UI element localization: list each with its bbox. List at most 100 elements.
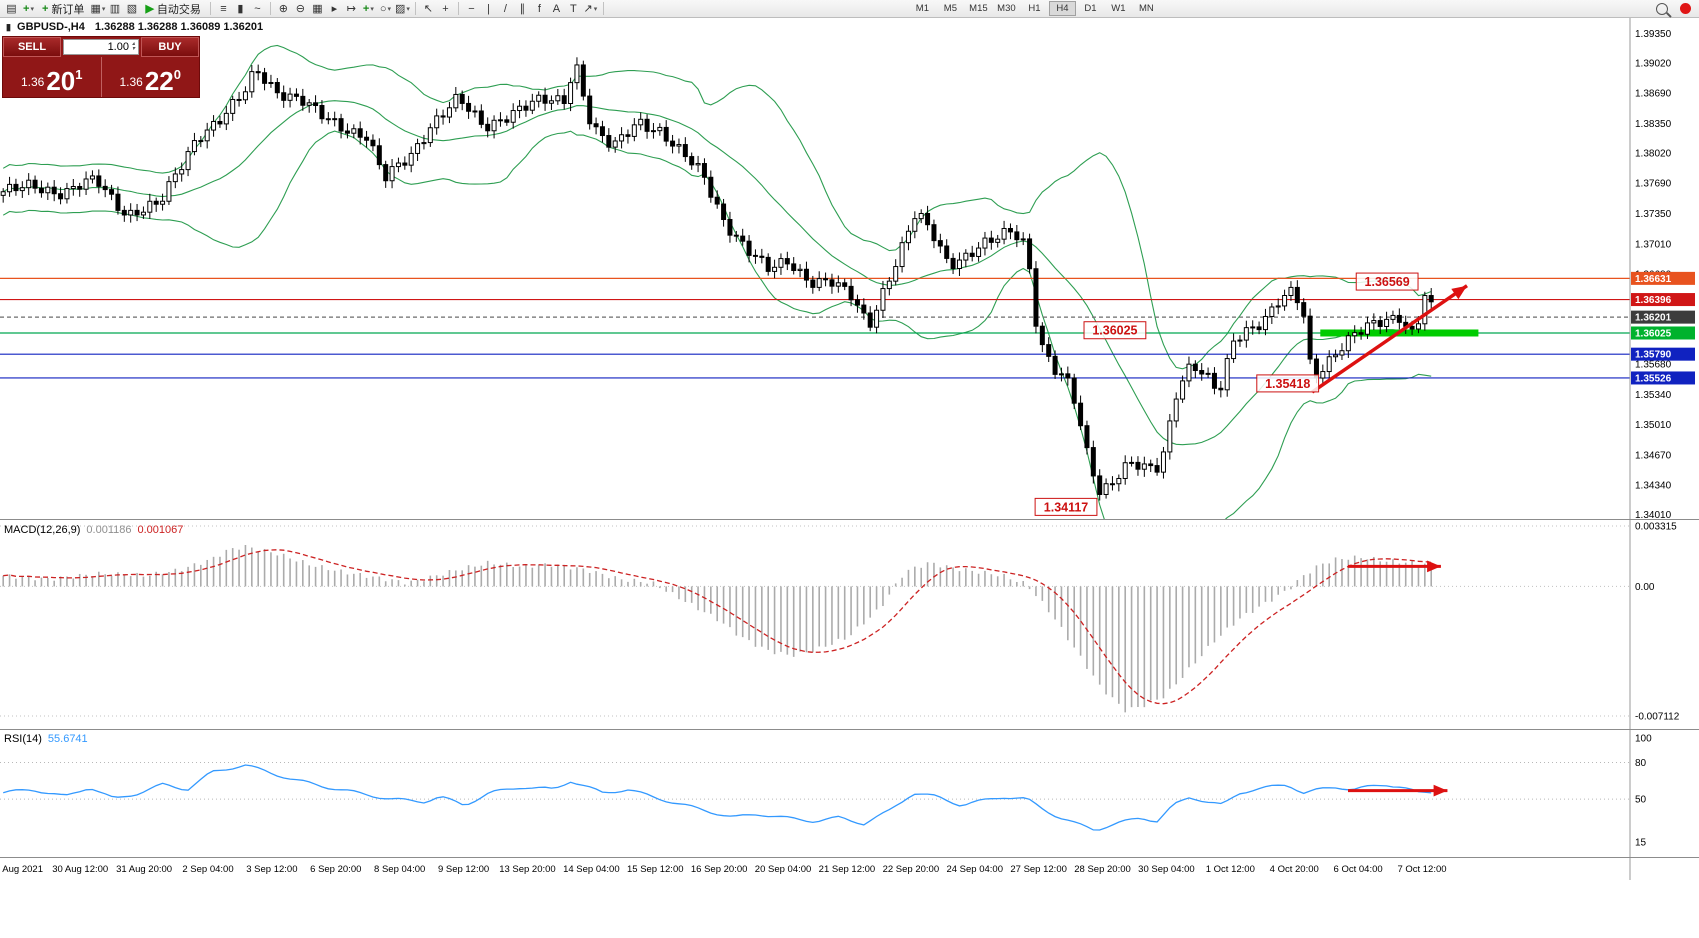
svg-text:4 Oct 20:00: 4 Oct 20:00 xyxy=(1270,864,1319,875)
new-order-button[interactable]: + 新订单 xyxy=(38,1,88,16)
price-annotations[interactable]: 1.36569 1.36025 1.35418 1.34117 xyxy=(1034,272,1419,516)
svg-text:31 Aug 20:00: 31 Aug 20:00 xyxy=(116,864,172,875)
zoom-in-icon[interactable]: ⊕ xyxy=(276,1,291,16)
svg-text:1 Oct 12:00: 1 Oct 12:00 xyxy=(1206,864,1255,875)
label-icon[interactable]: T xyxy=(566,1,581,16)
periods-icon[interactable]: ○ ▾ xyxy=(378,1,393,16)
profiles-icon[interactable]: ▦ ▾ xyxy=(90,1,105,16)
buy-price-sup: 0 xyxy=(173,67,181,82)
candles[interactable] xyxy=(0,57,1434,501)
horizontal-line-icon-glyph: − xyxy=(468,2,475,15)
macd-panel-canvas[interactable]: 0.003315 0.00 -0.007112 xyxy=(0,520,1699,730)
horizontal-line-icon[interactable]: − xyxy=(464,1,479,16)
dropdown-caret-icon[interactable]: ▾ xyxy=(406,5,410,13)
lot-size-value: 1.00 xyxy=(107,41,129,53)
ohlc-values: 1.36288 1.36288 1.36089 1.36201 xyxy=(94,21,264,33)
svg-text:1.35418: 1.35418 xyxy=(1265,377,1310,391)
toolbar-separator xyxy=(414,2,416,15)
rsi-line xyxy=(3,764,1432,831)
timeframe-h1[interactable]: H1 xyxy=(1028,3,1041,14)
timeframe-mn[interactable]: MN xyxy=(1139,3,1154,14)
auto-trading-button[interactable]: ▶ 自动交易 xyxy=(141,1,204,16)
svg-text:-0.007112: -0.007112 xyxy=(1635,712,1680,723)
svg-text:24 Sep 04:00: 24 Sep 04:00 xyxy=(946,864,1003,875)
crosshair-icon-glyph: + xyxy=(442,2,449,15)
dropdown-caret-icon[interactable]: ▾ xyxy=(593,5,598,13)
svg-text:20 Sep 04:00: 20 Sep 04:00 xyxy=(755,864,812,875)
one-click-trading-panel: SELL 1.00 ▴ ▾ BUY 1.36 20 1 1.36 22 0 xyxy=(2,36,200,98)
sell-price-button[interactable]: 1.36 20 1 xyxy=(3,57,101,97)
rsi-panel-canvas[interactable]: 100 80 50 15 xyxy=(0,730,1699,858)
candlestick-chart-icon[interactable]: ▮ xyxy=(233,1,248,16)
spinner-up-icon[interactable]: ▴ xyxy=(131,41,135,47)
vertical-line-icon[interactable]: | xyxy=(481,1,496,16)
new-chart-icon[interactable]: + ▾ xyxy=(21,1,36,16)
time-axis[interactable]: 27 Aug 2021 30 Aug 12:00 31 Aug 20:00 2 Sep… xyxy=(0,858,1699,880)
spinner-down-icon[interactable]: ▾ xyxy=(131,46,135,52)
cursor-icon[interactable]: ↖ xyxy=(421,1,436,16)
timeframe-m1[interactable]: M1 xyxy=(915,3,929,14)
tile-windows-icon[interactable]: ▦ xyxy=(310,1,325,16)
lot-spinner[interactable]: ▴ ▾ xyxy=(131,41,135,52)
svg-text:15: 15 xyxy=(1635,838,1647,849)
macd-indicator-label: MACD(12,26,9) 0.001186 0.001067 xyxy=(4,524,183,536)
timeframe-d1[interactable]: D1 xyxy=(1084,3,1097,14)
svg-text:1.36569: 1.36569 xyxy=(1365,275,1410,289)
dropdown-caret-icon[interactable]: ▾ xyxy=(30,5,34,13)
timeframe-w1[interactable]: W1 xyxy=(1111,3,1126,14)
bar-chart-icon-glyph: ≡ xyxy=(220,2,227,15)
templates-icon[interactable]: ▨ ▾ xyxy=(395,1,410,16)
svg-text:30 Sep 04:00: 30 Sep 04:00 xyxy=(1138,864,1195,875)
macd-arrow[interactable] xyxy=(1348,560,1441,573)
crosshair-icon[interactable]: + xyxy=(438,1,453,16)
price-axis[interactable]: 1.39350 1.39020 1.38690 1.38350 1.38020 1.376… xyxy=(1629,18,1699,520)
arrows-icon[interactable]: ↗ ▾ xyxy=(583,1,598,16)
auto-trading-glyph: ▶ xyxy=(145,3,154,15)
line-chart-icon[interactable]: ~ xyxy=(250,1,265,16)
lot-size-field[interactable]: 1.00 ▴ ▾ xyxy=(63,39,139,55)
chart-window-icon[interactable]: ▤ xyxy=(4,1,19,16)
svg-text:21 Sep 12:00: 21 Sep 12:00 xyxy=(819,864,876,875)
sell-button[interactable]: SELL xyxy=(3,37,61,57)
dropdown-caret-icon[interactable]: ▾ xyxy=(370,5,374,13)
bar-chart-icon[interactable]: ≡ xyxy=(216,1,231,16)
svg-text:50: 50 xyxy=(1635,795,1647,806)
svg-text:1.38690: 1.38690 xyxy=(1635,88,1672,99)
market-watch-icon[interactable]: ▥ xyxy=(107,1,122,16)
trend-arrow[interactable] xyxy=(1311,284,1468,394)
timeframe-m30[interactable]: M30 xyxy=(997,3,1016,14)
timeframe-m15[interactable]: M15 xyxy=(969,3,988,14)
indicators-icon[interactable]: + ▾ xyxy=(361,1,376,16)
navigator-icon[interactable]: ▧ xyxy=(124,1,139,16)
fibonacci-icon[interactable]: f xyxy=(532,1,547,16)
channel-icon-glyph: ∥ xyxy=(519,3,526,15)
text-icon[interactable]: A xyxy=(549,1,564,16)
svg-text:27 Sep 12:00: 27 Sep 12:00 xyxy=(1010,864,1067,875)
dropdown-caret-icon[interactable]: ▾ xyxy=(101,5,106,13)
timeframe-h4[interactable]: H4 xyxy=(1048,1,1076,16)
dropdown-caret-icon[interactable]: ▾ xyxy=(387,5,391,13)
notification-badge[interactable] xyxy=(1680,3,1691,14)
candlestick-chart-icon-glyph: ▮ xyxy=(237,3,244,15)
svg-text:1.38020: 1.38020 xyxy=(1635,149,1672,160)
price-level-lines[interactable] xyxy=(0,277,1630,379)
sell-price-sup: 1 xyxy=(75,67,83,82)
toolbar: ▤ + ▾ + 新订单 ▦ ▾ ▥ ▧ ▶ 自动交易 ≡ ▮ ~ ⊕ ⊖ ▦ ▸ ↦ + ▾ ○ ▾ ▨ ▾ ↖ + − | / ∥ f A T ↗… xyxy=(0,0,1699,18)
tile-windows-icon-glyph: ▦ xyxy=(312,3,323,15)
rsi-arrow[interactable] xyxy=(1348,784,1448,797)
chart-shift-icon[interactable]: ↦ xyxy=(344,1,359,16)
trendline-icon[interactable]: / xyxy=(498,1,513,16)
label-icon-glyph: T xyxy=(570,2,577,15)
periods-icon-glyph: ○ xyxy=(379,2,387,15)
search-icon[interactable] xyxy=(1656,2,1668,15)
price-chart-canvas[interactable]: 1.36569 1.36025 1.35418 1.34117 1.39350 1.390… xyxy=(0,18,1699,520)
buy-price-button[interactable]: 1.36 22 0 xyxy=(102,57,200,97)
channel-icon[interactable]: ∥ xyxy=(515,1,530,16)
zoom-out-icon-glyph: ⊖ xyxy=(295,3,306,15)
zoom-out-icon[interactable]: ⊖ xyxy=(293,1,308,16)
symbol-period-label: GBPUSD-,H4 xyxy=(17,21,85,33)
timeframe-m5[interactable]: M5 xyxy=(943,3,957,14)
svg-text:1.35526: 1.35526 xyxy=(1635,373,1672,384)
auto-scroll-icon[interactable]: ▸ xyxy=(327,1,342,16)
buy-button[interactable]: BUY xyxy=(141,37,199,57)
